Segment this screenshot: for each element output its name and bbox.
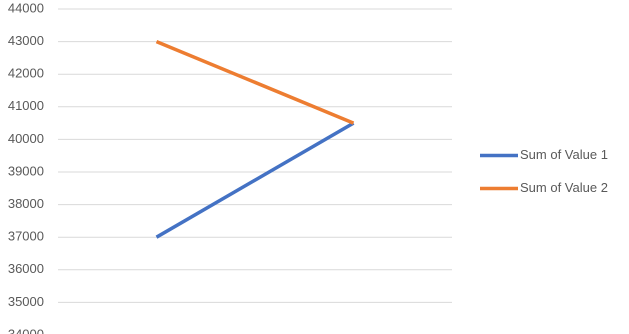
y-tick-label: 36000 (8, 261, 44, 276)
y-tick-label: 38000 (8, 196, 44, 211)
y-tick-label: 37000 (8, 229, 44, 244)
y-tick-label: 41000 (8, 98, 44, 113)
y-tick-label: 40000 (8, 131, 44, 146)
series-line (155, 121, 355, 239)
series-line (155, 39, 355, 125)
y-tick-label: 43000 (8, 33, 44, 48)
y-tick-label: 35000 (8, 294, 44, 309)
y-tick-label: 44000 (8, 0, 44, 15)
y-tick-label: 42000 (8, 66, 44, 81)
y-tick-label: 34000 (8, 326, 44, 334)
legend-label: Sum of Value 2 (520, 180, 608, 195)
legend-label: Sum of Value 1 (520, 147, 608, 162)
y-tick-label: 39000 (8, 163, 44, 178)
